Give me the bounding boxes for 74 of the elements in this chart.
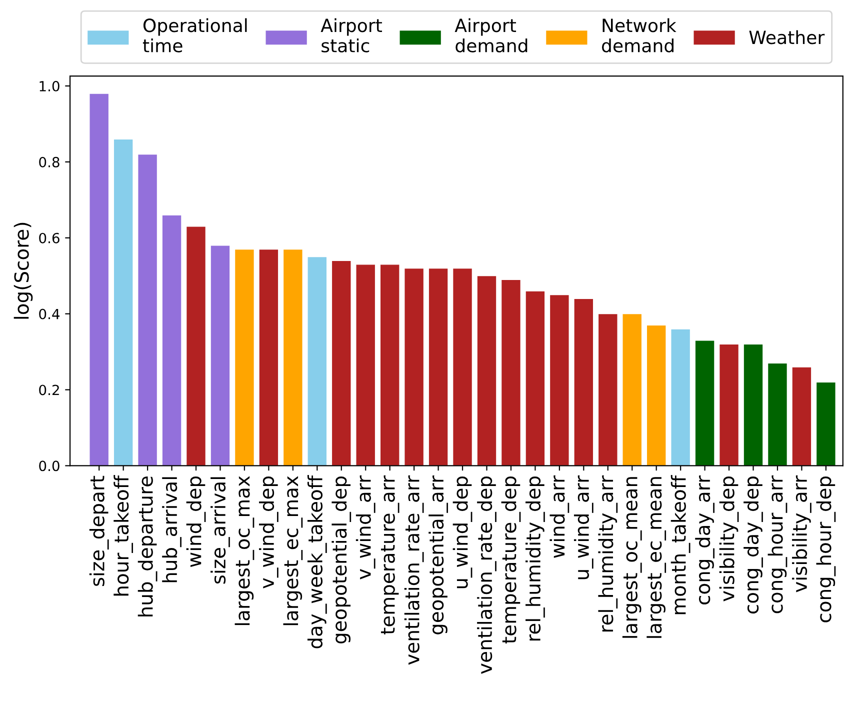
bar [428, 268, 448, 466]
y-axis-title: log(Score) [14, 222, 33, 319]
x-tick-label: v_wind_dep [259, 476, 278, 588]
bar [718, 344, 740, 466]
x-tick-label: largest_ec_mean [646, 477, 666, 638]
x-tick-label: temperature_arr [381, 475, 400, 634]
bar [307, 256, 328, 466]
x-tick-label: geopotential_arr [428, 475, 448, 634]
bar [622, 313, 642, 466]
bar [476, 275, 497, 466]
x-tick-label: wind_dep [186, 476, 206, 567]
x-tick-label: day_week_takeoff [307, 475, 327, 648]
bar [404, 268, 424, 466]
legend-label: Network demand [602, 18, 676, 52]
bar [89, 93, 110, 466]
y-tick-label: 1.0 [40, 80, 60, 92]
y-tick-label: 0.4 [39, 308, 60, 320]
x-tick-label: largest_oc_mean [622, 477, 642, 638]
bar [186, 226, 206, 466]
x-tick-label: cong_day_arr [695, 475, 714, 604]
x-tick-label: largest_oc_max [234, 476, 254, 626]
bar [574, 298, 594, 466]
x-tick-label: geopotential_dep [332, 476, 352, 644]
bar [792, 366, 812, 466]
x-tick-label: cong_hour_arr [768, 475, 788, 614]
bar [549, 294, 570, 466]
x-tick-label: wind_arr [550, 475, 570, 558]
bar [162, 214, 182, 466]
bar [258, 248, 279, 466]
x-tick-label: size_arrival [210, 477, 230, 584]
x-tick-label: visibility_arr [792, 475, 812, 592]
x-tick-label: ventilation_rate_dep [477, 476, 496, 674]
x-tick-label: cong_day_dep [744, 476, 763, 614]
bar [694, 340, 715, 466]
y-tick-label: 0.2 [39, 384, 59, 396]
bar [500, 279, 522, 466]
x-tick-label: temperature_dep [501, 476, 521, 644]
x-tick-label: cong_hour_dep [816, 476, 836, 622]
legend-label: Operational time [142, 18, 247, 52]
bar [234, 248, 255, 466]
x-tick-label: ventilation_rate_arr [404, 475, 424, 665]
x-tick-label: largest_ec_max [283, 476, 303, 626]
x-tick-label: month_takeoff [670, 475, 690, 614]
y-tick-label: 0.0 [39, 460, 60, 472]
bar [138, 154, 158, 466]
bar [380, 264, 400, 466]
bar [646, 324, 666, 466]
legend-label: Airport static [320, 18, 382, 52]
x-tick-label: hub_departure [138, 476, 158, 616]
bar [670, 328, 691, 466]
bar [113, 138, 134, 466]
bar [282, 248, 303, 466]
bar [331, 260, 352, 466]
x-tick-label: u_wind_dep [452, 476, 472, 588]
bar [356, 264, 376, 466]
x-tick-label: rel_humidity_arr [598, 475, 618, 632]
y-tick-label: 0.6 [39, 232, 60, 244]
bar [598, 313, 618, 466]
x-tick-label: visibility_dep [719, 476, 739, 602]
x-tick-label: hub_arrival [162, 477, 182, 582]
bar [767, 362, 788, 466]
x-tick-label: u_wind_arr [574, 475, 594, 580]
x-tick-label: hour_takeoff [114, 475, 134, 596]
bar [816, 382, 836, 466]
bar [743, 344, 764, 466]
bar [525, 290, 546, 466]
y-tick-label: 0.8 [39, 156, 60, 168]
legend-label: Weather [749, 30, 825, 44]
x-tick-label: rel_humidity_dep [526, 476, 545, 641]
legend-label: Airport demand [454, 18, 528, 52]
x-tick-label: size_depart [89, 476, 109, 586]
bar [210, 245, 230, 466]
bar [452, 268, 473, 466]
x-tick-label: v_wind_arr [356, 475, 376, 580]
